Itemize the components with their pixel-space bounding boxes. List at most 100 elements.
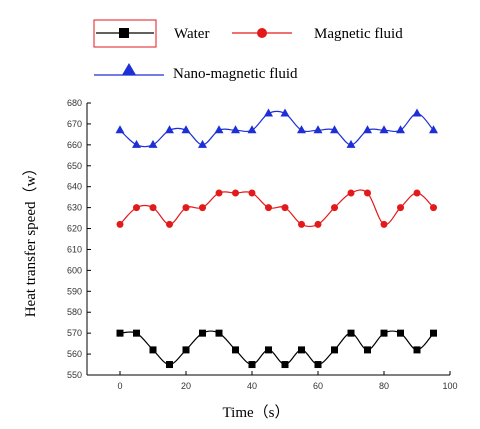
y-tick-label: 650 [67, 161, 82, 171]
data-point-magnetic-fluid [380, 220, 388, 228]
y-tick-label: 580 [67, 307, 82, 317]
data-point-nano-magnetic-fluid [363, 125, 372, 134]
x-tick-label: 40 [247, 381, 257, 391]
legend-item-magnetic-fluid: Magnetic fluid [232, 26, 403, 42]
y-tick-label: 600 [67, 265, 82, 275]
x-tick-label: 60 [313, 381, 323, 391]
x-tick-label: 100 [442, 381, 457, 391]
data-point-water [133, 329, 140, 337]
y-axis-title: Heat transfer speed（w） [22, 161, 39, 318]
legend-nano-magnetic-fluid-label: Nano-magnetic fluid [173, 66, 298, 82]
data-point-water [248, 361, 256, 369]
series-water [116, 329, 437, 369]
y-tick-label: 570 [67, 328, 82, 338]
data-point-water [199, 329, 206, 337]
data-point-water [331, 346, 338, 354]
data-point-water [430, 329, 437, 337]
data-point-water [314, 361, 322, 369]
y-tick-label: 640 [67, 182, 82, 192]
data-point-nano-magnetic-fluid [429, 125, 438, 134]
x-tick-label: 80 [379, 381, 389, 391]
data-point-magnetic-fluid [133, 204, 140, 212]
legend-water-marker [119, 28, 129, 38]
data-point-magnetic-fluid [347, 189, 355, 197]
legend-highlight-box [93, 19, 157, 48]
data-point-magnetic-fluid [265, 204, 272, 212]
series-group [115, 108, 438, 369]
data-point-nano-magnetic-fluid [231, 125, 240, 134]
data-point-nano-magnetic-fluid [132, 139, 141, 148]
series-magnetic-fluid [116, 189, 437, 228]
legend-item-nano-magnetic-fluid: Nano-magnetic fluid [94, 63, 298, 82]
data-point-nano-magnetic-fluid [247, 125, 257, 134]
data-point-magnetic-fluid [116, 220, 124, 228]
data-point-water [215, 329, 223, 337]
y-tick-label: 670 [67, 119, 82, 129]
data-point-nano-magnetic-fluid [297, 125, 306, 134]
data-point-nano-magnetic-fluid [115, 125, 125, 134]
data-point-magnetic-fluid [215, 189, 223, 197]
data-point-water [166, 361, 173, 369]
series-line-magnetic-fluid [119, 189, 434, 228]
data-point-magnetic-fluid [397, 204, 404, 212]
y-tick-label: 560 [67, 349, 82, 359]
data-point-nano-magnetic-fluid [198, 139, 207, 148]
data-point-magnetic-fluid [199, 204, 206, 212]
plot-area: 5505605705805906006106206306406506606706… [67, 98, 458, 391]
legend-water-label: Water [174, 26, 209, 42]
data-point-magnetic-fluid [298, 220, 305, 228]
legend-nano-magnetic-fluid-marker [122, 63, 136, 75]
y-tick-label: 610 [67, 244, 82, 254]
y-ticks: 550 560 570 580 590 600 610 620 630 640 650 660 670 6… [67, 98, 91, 380]
y-tick-label: 620 [67, 224, 82, 234]
x-tick-label: 0 [117, 381, 122, 391]
data-point-water [347, 329, 355, 337]
data-point-water [116, 329, 124, 337]
data-point-water [413, 346, 421, 354]
data-point-nano-magnetic-fluid [412, 108, 422, 117]
y-tick-label: 550 [67, 370, 82, 380]
data-point-water [281, 361, 289, 369]
data-point-nano-magnetic-fluid [264, 108, 273, 117]
data-point-magnetic-fluid [364, 189, 371, 197]
series-line-nano-magnetic-fluid [119, 110, 434, 148]
y-tick-label: 660 [67, 140, 82, 150]
y-tick-label: 680 [67, 98, 82, 108]
data-point-water [298, 346, 305, 354]
data-point-nano-magnetic-fluid [165, 125, 174, 134]
data-point-magnetic-fluid [413, 189, 421, 197]
y-tick-label: 590 [67, 286, 82, 296]
x-tick-label: 20 [181, 381, 191, 391]
x-ticks: 0 20 40 60 80 100 [117, 371, 458, 391]
data-point-water [265, 346, 272, 354]
legend: Water Magnetic fluid Nano-magnetic fluid [93, 19, 403, 82]
data-point-water [149, 346, 157, 354]
legend-item-water: Water [96, 26, 209, 42]
data-point-magnetic-fluid [182, 204, 190, 212]
data-point-nano-magnetic-fluid [379, 125, 389, 134]
data-point-magnetic-fluid [232, 189, 239, 197]
legend-magnetic-fluid-label: Magnetic fluid [314, 26, 403, 42]
data-point-water [182, 346, 190, 354]
data-point-nano-magnetic-fluid [330, 125, 339, 134]
y-tick-label: 630 [67, 203, 82, 213]
series-nano-magnetic-fluid [115, 108, 438, 148]
data-point-water [364, 346, 371, 354]
data-point-magnetic-fluid [331, 204, 338, 212]
data-point-magnetic-fluid [314, 220, 322, 228]
data-point-magnetic-fluid [281, 204, 289, 212]
data-point-nano-magnetic-fluid [313, 125, 323, 134]
data-point-magnetic-fluid [149, 204, 157, 212]
data-point-magnetic-fluid [430, 204, 437, 212]
data-point-nano-magnetic-fluid [280, 108, 290, 117]
data-point-nano-magnetic-fluid [181, 125, 191, 134]
data-point-nano-magnetic-fluid [214, 125, 224, 134]
data-point-magnetic-fluid [166, 220, 173, 228]
data-point-nano-magnetic-fluid [148, 139, 158, 148]
data-point-water [397, 329, 404, 337]
data-point-magnetic-fluid [248, 189, 256, 197]
data-point-water [232, 346, 239, 354]
data-point-nano-magnetic-fluid [346, 139, 356, 148]
legend-magnetic-fluid-marker [257, 28, 267, 38]
